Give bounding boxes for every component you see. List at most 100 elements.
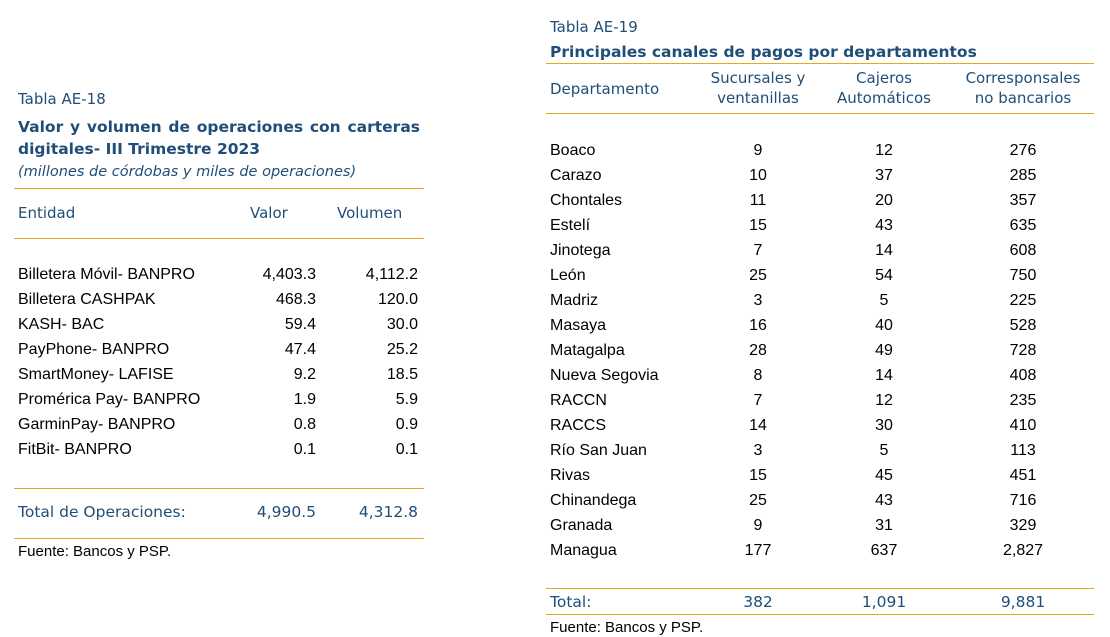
header-branches-line2: ventanillas: [717, 89, 799, 107]
atms-cell: 637: [870, 542, 898, 559]
atms-cell: 14: [875, 367, 893, 384]
agents-cell: 235: [1009, 392, 1037, 409]
entity-cell: KASH- BAC: [18, 316, 105, 333]
branches-cell: 3: [753, 292, 763, 309]
volume-cell: 120.0: [377, 291, 418, 308]
agents-cell: 528: [1009, 317, 1037, 334]
department-cell: Managua: [550, 542, 617, 559]
department-cell: RACCN: [550, 392, 607, 409]
header-branches-line1: Sucursales y: [710, 69, 806, 87]
atms-cell: 14: [875, 242, 893, 259]
table-row: KASH- BAC 59.4 30.0: [14, 316, 424, 341]
table-row: GarminPay- BANPRO 0.8 0.9: [14, 416, 424, 441]
department-cell: Chontales: [550, 192, 623, 209]
entity-cell: GarminPay- BANPRO: [18, 416, 176, 433]
header-atms-line2: Automáticos: [837, 89, 931, 107]
agents-cell: 410: [1009, 417, 1037, 434]
value-cell: 47.4: [284, 341, 316, 358]
header-agents-line1: Corresponsales: [965, 69, 1081, 87]
department-cell: León: [550, 267, 586, 284]
agents-cell: 329: [1009, 517, 1037, 534]
department-cell: Rivas: [550, 467, 591, 484]
branches-cell: 7: [753, 392, 763, 409]
branches-cell: 8: [753, 367, 763, 384]
value-cell: 1.9: [293, 391, 316, 408]
table-row: Matagalpa 28 49 728: [546, 342, 1094, 367]
total-label: Total:: [550, 593, 592, 611]
agents-cell: 2,827: [1002, 542, 1044, 559]
entity-cell: Billetera Móvil- BANPRO: [18, 266, 195, 283]
table-row: Madriz 3 5 225: [546, 292, 1094, 317]
table-row: Nueva Segovia 8 14 408: [546, 367, 1094, 392]
agents-cell: 408: [1009, 367, 1037, 384]
department-cell: Carazo: [550, 167, 602, 184]
table-ae19-rule-bottom: [546, 614, 1094, 615]
agents-cell: 357: [1009, 192, 1037, 209]
table-row: Estelí 15 43 635: [546, 217, 1094, 242]
atms-cell: 20: [875, 192, 893, 209]
header-agents: Corresponsales no bancarios: [948, 68, 1098, 108]
atms-cell: 5: [879, 442, 889, 459]
total-value: 4,990.5: [256, 503, 316, 521]
volume-cell: 0.9: [395, 416, 418, 433]
table-row: RACCN 7 12 235: [546, 392, 1094, 417]
agents-cell: 451: [1009, 467, 1037, 484]
table-row: León 25 54 750: [546, 267, 1094, 292]
value-cell: 4,403.3: [262, 266, 316, 283]
volume-cell: 0.1: [395, 441, 418, 458]
value-cell: 468.3: [275, 291, 316, 308]
volume-cell: 18.5: [386, 366, 418, 383]
total-agents: 9,881: [1000, 593, 1046, 611]
table-row: Jinotega 7 14 608: [546, 242, 1094, 267]
branches-cell: 25: [749, 492, 767, 509]
value-cell: 59.4: [284, 316, 316, 333]
table-row: Carazo 10 37 285: [546, 167, 1094, 192]
table-row: Managua 177 637 2,827: [546, 542, 1094, 567]
agents-cell: 716: [1009, 492, 1037, 509]
branches-cell: 9: [753, 142, 763, 159]
department-cell: Chinandega: [550, 492, 637, 509]
atms-cell: 40: [875, 317, 893, 334]
table-row: Chontales 11 20 357: [546, 192, 1094, 217]
department-cell: Nueva Segovia: [550, 367, 659, 384]
value-cell: 9.2: [293, 366, 316, 383]
header-department: Departamento: [550, 80, 660, 98]
table-row: Chinandega 25 43 716: [546, 492, 1094, 517]
total-branches: 382: [743, 593, 773, 611]
volume-cell: 30.0: [386, 316, 418, 333]
table-ae19-rule-header: [546, 113, 1094, 114]
agents-cell: 608: [1009, 242, 1037, 259]
atms-cell: 43: [875, 492, 893, 509]
department-cell: Madriz: [550, 292, 599, 309]
entity-cell: SmartMoney- LAFISE: [18, 366, 174, 383]
atms-cell: 49: [875, 342, 893, 359]
branches-cell: 28: [749, 342, 767, 359]
department-cell: Boaco: [550, 142, 596, 159]
header-atms-line1: Cajeros: [856, 69, 912, 87]
table-row: Boaco 9 12 276: [546, 142, 1094, 167]
table-row: Masaya 16 40 528: [546, 317, 1094, 342]
branches-cell: 16: [749, 317, 767, 334]
table-row: SmartMoney- LAFISE 9.2 18.5: [14, 366, 424, 391]
department-cell: Matagalpa: [550, 342, 625, 359]
volume-cell: 4,112.2: [365, 266, 418, 283]
branches-cell: 14: [749, 417, 767, 434]
entity-cell: PayPhone- BANPRO: [18, 341, 170, 358]
department-cell: Río San Juan: [550, 442, 647, 459]
agents-cell: 285: [1009, 167, 1037, 184]
department-cell: Granada: [550, 517, 613, 534]
header-branches: Sucursales y ventanillas: [698, 68, 818, 108]
table-ae19-rule-top: [546, 63, 1094, 64]
header-agents-line2: no bancarios: [974, 89, 1072, 107]
table-ae19-rule-total-top: [546, 588, 1094, 589]
department-cell: Masaya: [550, 317, 607, 334]
atms-cell: 30: [875, 417, 893, 434]
branches-cell: 9: [753, 517, 763, 534]
entity-cell: Billetera CASHPAK: [18, 291, 156, 308]
atms-cell: 45: [875, 467, 893, 484]
atms-cell: 43: [875, 217, 893, 234]
entity-cell: Promérica Pay- BANPRO: [18, 391, 201, 408]
table-ae18-rule-top: [14, 188, 424, 189]
total-atms: 1,091: [861, 593, 907, 611]
table-row: PayPhone- BANPRO 47.4 25.2: [14, 341, 424, 366]
